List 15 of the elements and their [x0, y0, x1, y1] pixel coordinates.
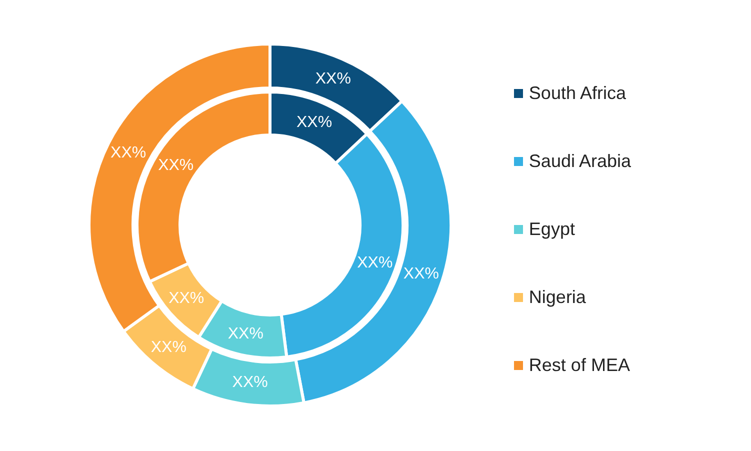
data-label: XX%: [110, 144, 146, 162]
data-label: XX%: [315, 70, 351, 88]
data-label: XX%: [357, 254, 393, 272]
data-label: XX%: [150, 339, 186, 356]
legend-label: Saudi Arabia: [528, 150, 631, 172]
data-label: XX%: [228, 325, 264, 342]
data-label: XX%: [403, 266, 440, 283]
data-label: XX%: [158, 156, 194, 174]
data-label: XX%: [296, 114, 332, 132]
data-label: XX%: [232, 374, 268, 392]
legend-label: Rest of MEA: [528, 354, 630, 376]
legend-label: South Africa: [528, 82, 626, 104]
legend-label: Egypt: [528, 218, 575, 240]
legend-label: Nigeria: [528, 286, 586, 308]
data-label: XX%: [168, 290, 204, 308]
